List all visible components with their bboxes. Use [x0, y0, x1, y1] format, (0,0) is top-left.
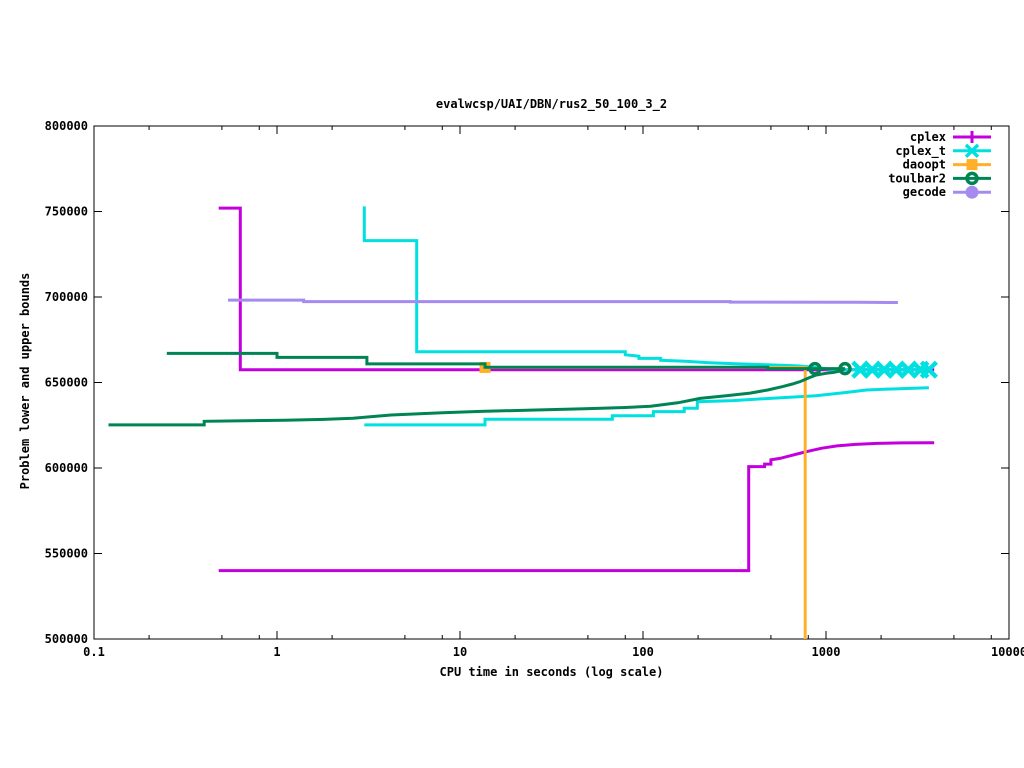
- y-tick-label: 550000: [45, 547, 88, 561]
- series-cplex-lower-line: [218, 441, 935, 573]
- legend-label-toulbar2: toulbar2: [888, 171, 946, 185]
- series-toulbar2-upper-line: [166, 351, 845, 371]
- series-cplex_t-lower-line: [364, 386, 929, 427]
- y-tick-label: 800000: [45, 119, 88, 133]
- cross-marker: [919, 360, 938, 379]
- x-axis-label: CPU time in seconds (log scale): [439, 665, 664, 679]
- filled-circle-marker: [965, 185, 979, 199]
- y-tick-label: 500000: [45, 632, 88, 646]
- open-circle-marker: [808, 361, 822, 376]
- legend-label-daoopt: daoopt: [903, 158, 946, 172]
- plot-border: [93, 125, 1010, 640]
- x-tick-label: 0.1: [83, 645, 105, 659]
- chart-title: evalwcsp/UAI/DBN/rus2_50_100_3_2: [435, 97, 668, 111]
- legend-label-gecode: gecode: [903, 185, 946, 199]
- legend-label-cplex_t: cplex_t: [895, 144, 946, 159]
- plus-marker: [966, 131, 978, 143]
- cross-marker: [964, 143, 980, 159]
- y-tick-label: 600000: [45, 461, 88, 475]
- series-toulbar2-lower-line: [108, 367, 846, 427]
- series-cplex_t-upper-line: [362, 206, 930, 372]
- y-tick-label: 650000: [45, 376, 88, 390]
- y-tick-label: 700000: [45, 290, 88, 304]
- open-circle-marker: [838, 361, 852, 376]
- y-tick-label: 750000: [45, 205, 88, 219]
- x-tick-label: 1000: [812, 645, 841, 659]
- legend-label-cplex: cplex: [910, 130, 946, 144]
- series-cplex-upper-line: [218, 206, 935, 372]
- x-tick-label: 10: [453, 645, 467, 659]
- series-gecode-upper-line: [228, 298, 898, 304]
- open-circle-marker: [965, 171, 979, 186]
- square-marker: [966, 159, 978, 171]
- x-tick-label: 100: [632, 645, 654, 659]
- x-tick-label: 10000: [991, 645, 1024, 659]
- x-tick-label: 1: [273, 645, 280, 659]
- series-daoopt-upper-line: [485, 366, 807, 639]
